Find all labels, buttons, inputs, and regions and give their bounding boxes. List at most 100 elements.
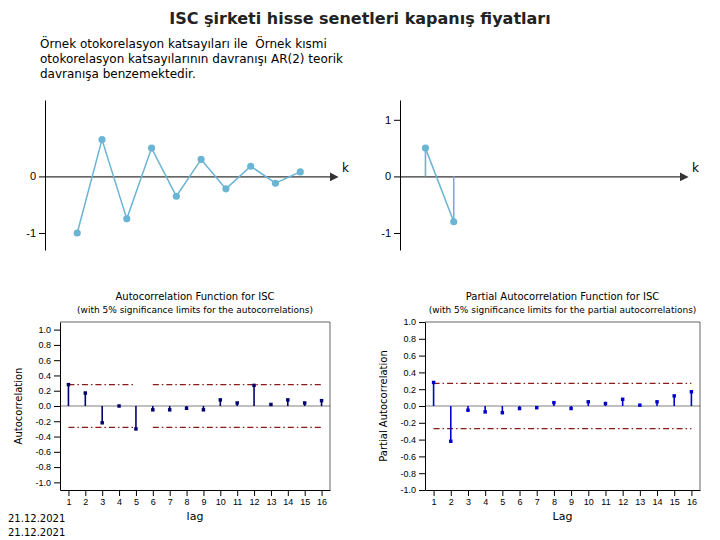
tick-label: 11 [233, 497, 242, 507]
tick-label: -1 [381, 227, 391, 239]
tick-mark [54, 421, 60, 422]
tick-mark [502, 490, 503, 496]
point [604, 402, 607, 405]
tick-mark [554, 490, 555, 496]
tick: 16 [687, 490, 697, 507]
tick-mark [220, 490, 221, 496]
tick-label: 2 [449, 497, 454, 507]
tick-label: 5 [500, 497, 505, 507]
tick-label: 10 [216, 497, 226, 507]
tick: 0 [385, 170, 400, 182]
point [422, 145, 429, 152]
tick: 0 [30, 170, 45, 182]
point [432, 381, 435, 384]
point [202, 408, 205, 411]
tick-mark [85, 490, 86, 496]
point [286, 398, 289, 401]
point [134, 427, 137, 430]
point [117, 404, 120, 407]
tick-mark [39, 176, 45, 177]
tick: 7 [168, 490, 173, 507]
tick-mark [623, 490, 624, 496]
point [535, 406, 538, 409]
stem [135, 406, 137, 429]
point [74, 229, 81, 236]
chart: -1.0-0.8-0.6-0.4-0.20.00.20.40.60.81.012… [378, 291, 701, 523]
point [672, 394, 675, 397]
tick-label: -1.0 [35, 478, 51, 488]
tick: 0.6 [403, 351, 425, 361]
tick-mark [451, 490, 452, 496]
axis-line [426, 490, 701, 491]
point [247, 163, 254, 170]
plot-area [425, 381, 700, 443]
tick-mark [153, 490, 154, 496]
tick-mark [485, 490, 486, 496]
tick-mark [691, 490, 692, 496]
frame [425, 322, 700, 323]
tick: 6 [151, 490, 156, 507]
tick: 0.0 [38, 401, 60, 411]
tick: -0.8 [400, 469, 425, 479]
stem [253, 385, 255, 406]
point [269, 403, 272, 406]
tick: -1.0 [400, 485, 425, 495]
tick: 12 [250, 490, 260, 507]
tick-mark [102, 490, 103, 496]
significance-limit [153, 384, 322, 385]
y-axis-label: Autocorrelation [13, 368, 24, 445]
tick: 0.4 [38, 371, 60, 381]
tick-mark [54, 345, 60, 346]
tick-mark [419, 339, 425, 340]
tick: 0.2 [38, 386, 60, 396]
point [100, 421, 103, 424]
significance-limit [68, 427, 136, 428]
tick: 0.8 [403, 334, 425, 344]
tick-label: 0.0 [38, 401, 51, 411]
tick-label: 7 [168, 497, 173, 507]
point [450, 218, 457, 225]
tick-label: -0.6 [35, 447, 51, 457]
point [173, 193, 180, 200]
point [151, 408, 154, 411]
tick-mark [588, 490, 589, 496]
tick-mark [54, 406, 60, 407]
tick: 6 [518, 490, 523, 507]
subtitle-line: Örnek otokorelasyon katsayıları ile Örne… [40, 35, 327, 51]
tick-label: 10 [584, 497, 594, 507]
stem [68, 385, 70, 406]
tick-mark [203, 490, 204, 496]
tick-label: 1 [66, 497, 71, 507]
significance-limit [153, 427, 322, 428]
tick-label: 1.0 [38, 325, 51, 335]
tick: 2 [449, 490, 454, 507]
point [148, 145, 155, 152]
tick: 8 [185, 490, 190, 507]
tick-label: 14 [283, 497, 293, 507]
tick-label: 9 [201, 497, 206, 507]
tick-mark [68, 490, 69, 496]
tick-mark [237, 490, 238, 496]
tick-mark [136, 490, 137, 496]
point [297, 168, 304, 175]
axis-line [60, 323, 61, 491]
stem [85, 393, 87, 406]
tick-label: 1 [432, 497, 437, 507]
tick-label: 3 [100, 497, 105, 507]
x-axis-label: lag [187, 510, 204, 523]
chart: -1.0-0.8-0.6-0.4-0.20.00.20.40.60.81.012… [13, 291, 331, 523]
point [552, 401, 555, 404]
chart-title: Partial Autocorrelation Function for ISC [466, 291, 660, 302]
stem [639, 404, 641, 406]
tick-mark [419, 372, 425, 373]
tick: 15 [300, 490, 310, 507]
tick-label: 4 [117, 497, 122, 507]
tick-mark [394, 120, 400, 121]
tick-mark [571, 490, 572, 496]
tick-label: 15 [300, 497, 310, 507]
axis-line [45, 101, 46, 251]
axis-line [425, 323, 426, 491]
tick-mark [419, 456, 425, 457]
tick: -0.6 [400, 452, 425, 462]
tick-mark [54, 437, 60, 438]
